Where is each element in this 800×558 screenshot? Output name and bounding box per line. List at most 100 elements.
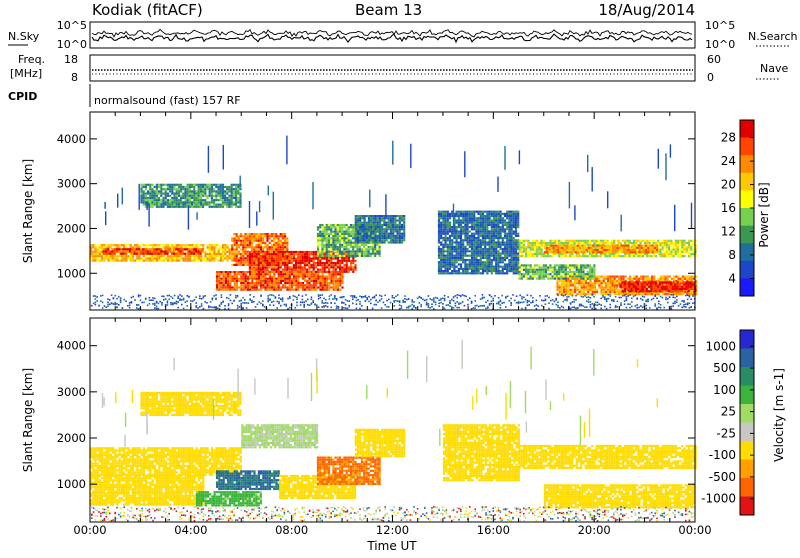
heatmap-cell (359, 250, 361, 252)
heatmap-cell (247, 289, 249, 291)
heatmap-cell (587, 255, 589, 257)
heatmap-cell (189, 244, 191, 246)
heatmap-cell (165, 246, 167, 248)
heatmap-cell (266, 260, 268, 262)
heatmap-cell (233, 233, 235, 235)
heatmap-cell (99, 244, 101, 246)
heatmap-cell (134, 244, 136, 246)
heatmap-cell (299, 260, 301, 262)
heatmap-cell (438, 246, 440, 248)
heatmap-cell (486, 259, 488, 261)
heatmap-cell (399, 235, 401, 237)
heatmap-cell (445, 246, 447, 248)
heatmap-cell (491, 248, 493, 250)
heatmap-cell (478, 250, 480, 252)
heatmap-cell (690, 253, 692, 255)
heatmap-cell (473, 259, 475, 261)
heatmap-cell (576, 280, 578, 282)
heatmap-cell (237, 201, 239, 203)
heatmap-cell (258, 278, 260, 280)
heatmap-cell (534, 255, 536, 257)
heatmap-cell (359, 239, 361, 241)
heatmap-cell (251, 253, 253, 255)
heatmap-cell (173, 253, 175, 255)
heatmap-cell (253, 258, 255, 260)
heatmap-cell (224, 195, 226, 197)
heatmap-cell (456, 250, 458, 252)
heatmap-cell (341, 255, 343, 257)
heatmap-cell (559, 287, 561, 289)
heatmap-cell (343, 260, 345, 262)
heatmap-cell (278, 273, 280, 275)
heatmap-cell (647, 249, 649, 251)
heatmap-cell (352, 269, 354, 271)
heatmap-cell (643, 251, 645, 253)
heatmap-cell (202, 188, 204, 190)
heatmap-cell (335, 264, 337, 266)
heatmap-cell (489, 211, 491, 213)
heatmap-cell (515, 235, 517, 237)
heatmap-cell (590, 245, 592, 247)
heatmap-cell (110, 244, 112, 246)
heatmap-cell (94, 253, 96, 255)
heatmap-cell (322, 286, 324, 288)
heatmap-cell (579, 251, 581, 253)
heatmap-cell (523, 255, 525, 257)
heatmap-cell (530, 253, 532, 255)
heatmap-cell (456, 270, 458, 272)
heatmap-cell (567, 291, 569, 293)
heatmap-cell (591, 255, 593, 257)
heatmap-cell (670, 242, 672, 244)
heatmap-cell (149, 201, 151, 203)
heatmap-cell (504, 215, 506, 217)
heatmap-cell (460, 257, 462, 259)
heatmap-cell (319, 284, 321, 286)
heatmap-cell (622, 276, 624, 278)
heatmap-cell (226, 260, 228, 262)
heatmap-cell (590, 247, 592, 249)
heatmap-cell (506, 213, 508, 215)
heatmap-cell (536, 246, 538, 248)
heatmap-cell (264, 255, 266, 257)
heatmap-cell (447, 259, 449, 261)
heatmap-cell (350, 242, 352, 244)
heatmap-cell (156, 201, 158, 203)
heatmap-cell (632, 249, 634, 251)
heatmap-cell (350, 244, 352, 246)
heatmap-cell (236, 244, 238, 246)
heatmap-cell (239, 193, 241, 195)
heatmap-cell (486, 261, 488, 263)
heatmap-cell (348, 258, 350, 260)
heatmap-cell (176, 193, 178, 195)
heatmap-cell (651, 240, 653, 242)
heatmap-cell (478, 224, 480, 226)
heatmap-cell (169, 257, 171, 259)
heatmap-cell (284, 266, 286, 268)
heatmap-cell (567, 240, 569, 242)
heatmap-cell (295, 269, 297, 271)
heatmap-cell (361, 241, 363, 243)
heatmap-cell (99, 251, 101, 253)
heatmap-cell (621, 245, 623, 247)
heatmap-cell (599, 245, 601, 247)
heatmap-cell (182, 260, 184, 262)
heatmap-cell (670, 249, 672, 251)
heatmap-cell (482, 224, 484, 226)
heatmap-cell (109, 250, 111, 252)
heatmap-cell (589, 240, 591, 242)
heatmap-cell (618, 293, 620, 295)
heatmap-cell (559, 251, 561, 253)
heatmap-cell (242, 253, 244, 255)
heatmap-cell (532, 249, 534, 251)
heatmap-cell (397, 224, 399, 226)
heatmap-cell (271, 280, 273, 282)
heatmap-cell (394, 226, 396, 228)
heatmap-cell (502, 244, 504, 246)
heatmap-cell (548, 245, 550, 247)
heatmap-cell (339, 242, 341, 244)
heatmap-cell (162, 206, 164, 208)
heatmap-cell (623, 245, 625, 247)
heatmap-cell (280, 253, 282, 255)
heatmap-cell (635, 240, 637, 242)
heatmap-cell (605, 251, 607, 253)
